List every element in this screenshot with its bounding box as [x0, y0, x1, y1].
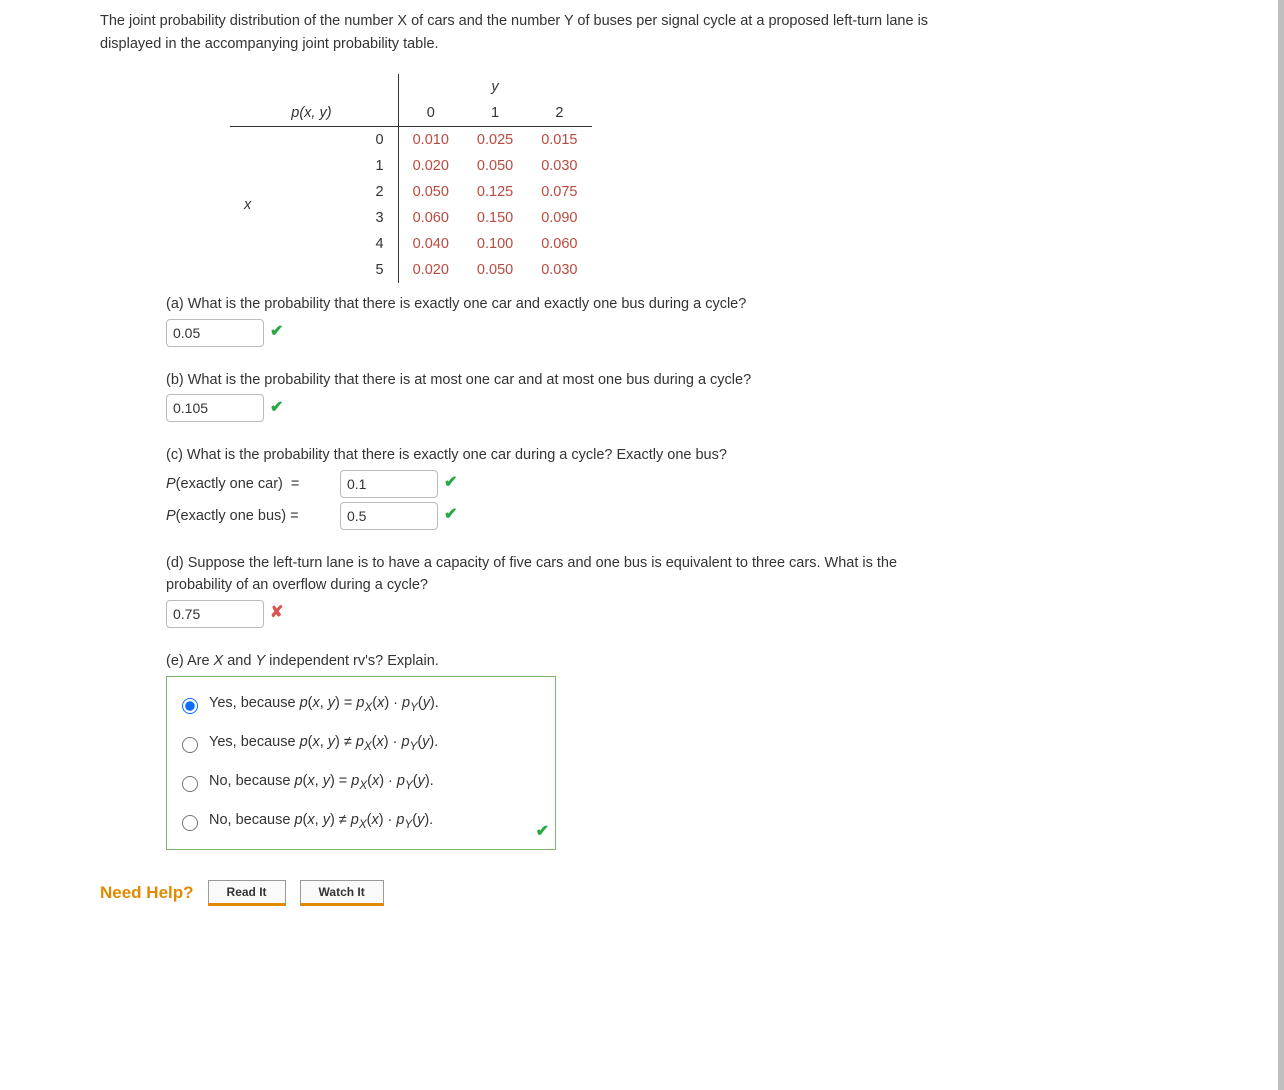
cell-2-1: 0.125 — [463, 179, 527, 205]
qd-prompt-1: (d) Suppose the left-turn lane is to hav… — [166, 552, 1138, 574]
cell-0-2: 0.015 — [527, 127, 591, 154]
cell-5-2: 0.030 — [527, 257, 591, 283]
y-col-2: 2 — [527, 100, 591, 127]
cell-1-1: 0.050 — [463, 153, 527, 179]
qe-prompt: (e) Are X and Y independent rv's? Explai… — [166, 650, 1138, 672]
intro-line-2: displayed in the accompanying joint prob… — [100, 36, 439, 52]
qe-radio-0[interactable] — [182, 698, 198, 714]
x-row-3: 3 — [362, 205, 399, 231]
x-row-5: 5 — [362, 257, 399, 283]
prob-table: y p(x, y) 0 1 2 0 0.010 0.025 0.015 — [230, 74, 592, 283]
questions: (a) What is the probability that there i… — [100, 293, 1158, 849]
y-col-0: 0 — [398, 100, 463, 127]
qc-prompt: (c) What is the probability that there i… — [166, 444, 1138, 466]
check-icon: ✔ — [536, 820, 549, 845]
qc-car-label: P(exactly one car) = — [166, 473, 334, 495]
qc-car-input[interactable] — [340, 470, 438, 498]
qe-option-3[interactable]: No, because p(x, y) ≠ pX(x) · pY(y). — [177, 802, 545, 841]
x-row-4: 4 — [362, 231, 399, 257]
cell-0-0: 0.010 — [398, 127, 463, 154]
cell-0-1: 0.025 — [463, 127, 527, 154]
watch-it-button[interactable]: Watch It — [300, 880, 384, 906]
intro-line-1: The joint probability distribution of th… — [100, 13, 928, 29]
x-axis-label: x — [230, 179, 261, 231]
qd-input[interactable] — [166, 600, 264, 628]
check-icon: ✔ — [444, 471, 457, 496]
cell-3-2: 0.090 — [527, 205, 591, 231]
qe-option-2-label: No, because p(x, y) = pX(x) · pY(y). — [209, 770, 434, 795]
qe-radio-2[interactable] — [182, 776, 198, 792]
qb-prompt: (b) What is the probability that there i… — [166, 369, 1138, 391]
cell-3-0: 0.060 — [398, 205, 463, 231]
qe-option-0-label: Yes, because p(x, y) = pX(x) · pY(y). — [209, 692, 439, 717]
question-c: (c) What is the probability that there i… — [166, 444, 1138, 529]
qe-option-1-label: Yes, because p(x, y) ≠ pX(x) · pY(y). — [209, 731, 438, 756]
probability-table: y p(x, y) 0 1 2 0 0.010 0.025 0.015 — [230, 74, 1158, 283]
cell-4-2: 0.060 — [527, 231, 591, 257]
cross-icon: ✘ — [270, 601, 283, 626]
cell-5-1: 0.050 — [463, 257, 527, 283]
qe-options-box: Yes, because p(x, y) = pX(x) · pY(y). Ye… — [166, 676, 556, 849]
y-axis-label: y — [463, 74, 527, 100]
qe-option-0[interactable]: Yes, because p(x, y) = pX(x) · pY(y). — [177, 685, 545, 724]
question-a: (a) What is the probability that there i… — [166, 293, 1138, 346]
content-area: The joint probability distribution of th… — [0, 10, 1278, 906]
y-col-1: 1 — [463, 100, 527, 127]
qd-prompt-2: probability of an overflow during a cycl… — [166, 574, 1138, 596]
cell-4-1: 0.100 — [463, 231, 527, 257]
pxy-label: p(x, y) — [261, 100, 361, 127]
cell-2-2: 0.075 — [527, 179, 591, 205]
question-b: (b) What is the probability that there i… — [166, 369, 1138, 422]
read-it-button[interactable]: Read It — [208, 880, 286, 906]
qe-radio-1[interactable] — [182, 737, 198, 753]
cell-5-0: 0.020 — [398, 257, 463, 283]
qe-option-1[interactable]: Yes, because p(x, y) ≠ pX(x) · pY(y). — [177, 724, 545, 763]
qc-bus-label: P(exactly one bus) = — [166, 505, 334, 527]
qe-radio-3[interactable] — [182, 815, 198, 831]
qa-input[interactable] — [166, 319, 264, 347]
qe-option-2[interactable]: No, because p(x, y) = pX(x) · pY(y). — [177, 763, 545, 802]
x-row-1: 1 — [362, 153, 399, 179]
x-row-2: 2 — [362, 179, 399, 205]
x-row-0: 0 — [362, 127, 399, 154]
check-icon: ✔ — [444, 503, 457, 528]
qe-option-3-label: No, because p(x, y) ≠ pX(x) · pY(y). — [209, 809, 433, 834]
check-icon: ✔ — [270, 396, 283, 421]
question-d: (d) Suppose the left-turn lane is to hav… — [166, 552, 1138, 628]
page-root: The joint probability distribution of th… — [0, 0, 1284, 1090]
need-help-label: Need Help? — [100, 883, 194, 903]
need-help-section: Need Help? Read It Watch It — [100, 880, 1158, 906]
cell-2-0: 0.050 — [398, 179, 463, 205]
cell-1-2: 0.030 — [527, 153, 591, 179]
question-e: (e) Are X and Y independent rv's? Explai… — [166, 650, 1138, 850]
cell-1-0: 0.020 — [398, 153, 463, 179]
cell-4-0: 0.040 — [398, 231, 463, 257]
cell-3-1: 0.150 — [463, 205, 527, 231]
qa-prompt: (a) What is the probability that there i… — [166, 293, 1138, 315]
check-icon: ✔ — [270, 320, 283, 345]
qb-input[interactable] — [166, 394, 264, 422]
problem-intro: The joint probability distribution of th… — [100, 10, 1158, 56]
qc-bus-input[interactable] — [340, 502, 438, 530]
